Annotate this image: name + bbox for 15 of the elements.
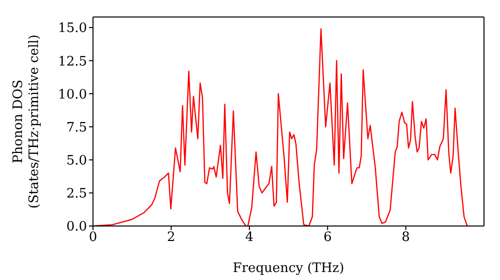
line-series (93, 28, 468, 226)
y-tick-label: 2.5 (66, 186, 87, 202)
y-tick-label: 15.0 (58, 21, 87, 36)
x-tick-label: 2 (167, 230, 176, 246)
y-tick-label: 0.0 (66, 220, 87, 235)
x-tick-label: 0 (88, 230, 98, 246)
y-tick-label: 10.0 (58, 87, 87, 102)
y-tick-label: 7.5 (66, 120, 87, 136)
x-axis-title: Frequency (THz) (232, 261, 344, 276)
y-tick-label: 12.5 (58, 54, 87, 70)
x-tick-label: 4 (245, 230, 254, 246)
y-tick-label: 5.0 (66, 153, 87, 168)
x-tick-label: 6 (323, 230, 332, 246)
y-axis-title: Phonon DOS (States/THz·primitive cell) (11, 34, 42, 209)
x-tick-label: 8 (402, 230, 410, 246)
